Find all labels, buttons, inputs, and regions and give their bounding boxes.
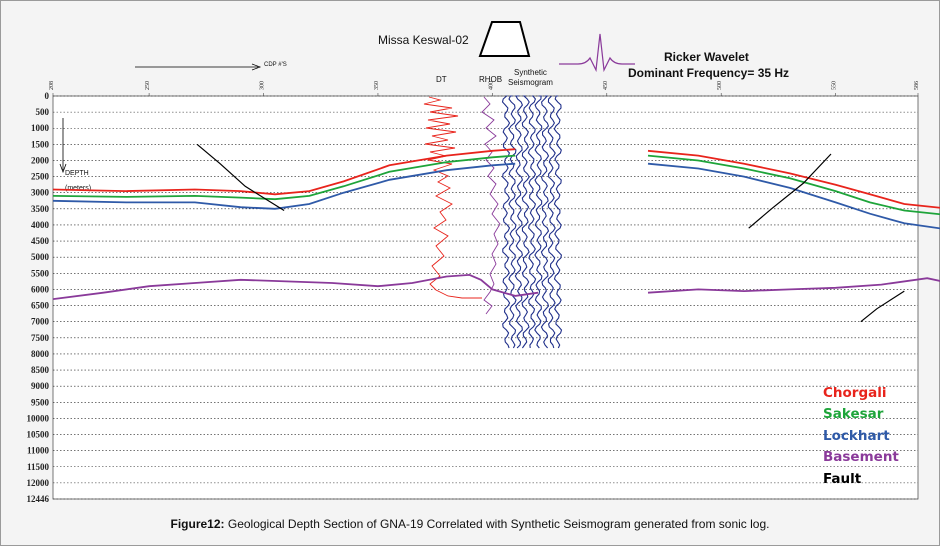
series-line-basement: [647, 277, 940, 294]
synthetic-seismogram: [501, 95, 563, 349]
seismo-trace: [501, 95, 511, 349]
dt-label: DT: [436, 75, 447, 84]
ricker-wavelet-icon: [559, 33, 635, 73]
x-tick-label: 250: [145, 81, 151, 90]
series-line-lockhart: [647, 162, 940, 230]
seismo-trace: [508, 95, 517, 349]
y-tick-label: 12446: [27, 494, 50, 504]
y-tick-label: 6000: [31, 284, 50, 294]
series-line-sakesar: [647, 154, 940, 216]
seismo-trace: [534, 95, 543, 349]
y-tick-label: 0: [45, 91, 50, 101]
well-title: Missa Keswal-02: [378, 33, 469, 47]
cdp-arrow-head-icon: [251, 63, 262, 71]
y-tick-label: 1000: [31, 123, 50, 133]
seismo-trace: [547, 95, 556, 349]
legend-sakesar: Sakesar: [823, 406, 884, 422]
y-tick-label: 5500: [31, 268, 50, 278]
y-tick-label: 3500: [31, 204, 50, 214]
y-tick-label: 9000: [31, 381, 50, 391]
rhob-log-curve: [481, 96, 501, 315]
y-tick-label: 8500: [31, 365, 50, 375]
y-tick-label: 10000: [27, 413, 50, 423]
legend-lockhart: Lockhart: [823, 428, 890, 444]
x-tick-label: 208: [49, 81, 55, 90]
y-tick-label: 5000: [31, 252, 50, 262]
y-tick-label: 2000: [31, 155, 50, 165]
figure-caption: Figure12: Geological Depth Section of GN…: [0, 517, 940, 531]
y-tick-label: 8000: [31, 349, 50, 359]
seismo-trace: [527, 95, 537, 349]
y-tick-label: 2500: [31, 172, 50, 182]
y-tick-label: 11500: [27, 462, 50, 472]
x-tick-label: 586: [914, 81, 920, 90]
seismo-trace: [521, 95, 530, 349]
depth-arrow-head-icon: [59, 163, 67, 174]
synthetic-label: Synthetic: [514, 68, 547, 77]
series-line-sakesar: [52, 154, 516, 201]
x-tick-label: 450: [603, 81, 609, 90]
y-tick-label: 4500: [31, 236, 50, 246]
x-tick-label: 350: [374, 81, 380, 90]
seismogram-label: Seismogram: [508, 78, 553, 87]
y-tick-label: 3000: [31, 188, 50, 198]
depth-units-label: (meters): [65, 185, 91, 192]
y-tick-label: 6500: [31, 301, 50, 311]
x-tick-label: 400: [488, 81, 494, 90]
fault-line: [860, 290, 905, 323]
fault-line: [196, 143, 285, 212]
x-tick-label: 300: [260, 81, 266, 90]
dt-log-curve: [423, 96, 482, 299]
y-tick-label: 12000: [27, 478, 50, 488]
well-trapezoid-icon: [478, 21, 531, 57]
y-tick-label: 4000: [31, 220, 50, 230]
series-line-lockhart: [52, 162, 516, 210]
series-line-chorgali: [647, 149, 940, 209]
y-tick-label: 7500: [31, 333, 50, 343]
legend-fault: Fault: [823, 471, 862, 487]
y-tick-label: 11000: [27, 446, 50, 456]
fault-line: [748, 153, 832, 229]
legend-chorgali: Chorgali: [823, 385, 887, 401]
seismo-trace: [540, 95, 550, 349]
wavelet-title: Ricker Wavelet: [664, 50, 749, 64]
depth-label: DEPTH: [65, 170, 89, 177]
y-tick-label: 9500: [31, 397, 50, 407]
x-tick-label: 500: [717, 81, 723, 90]
legend-basement: Basement: [823, 449, 899, 465]
x-tick-label: 550: [832, 81, 838, 90]
y-tick-label: 7000: [31, 317, 50, 327]
y-tick-label: 1500: [31, 139, 50, 149]
y-tick-label: 500: [36, 107, 50, 117]
series-line-basement: [52, 273, 539, 300]
seismo-trace: [553, 95, 563, 349]
cdp-label: CDP #'S: [264, 62, 287, 68]
y-tick-label: 10500: [27, 430, 50, 440]
series-line-chorgali: [52, 148, 516, 196]
rhob-label: RHOB: [479, 75, 502, 84]
caption-text: Geological Depth Section of GNA-19 Corre…: [224, 517, 770, 531]
wavelet-frequency: Dominant Frequency= 35 Hz: [628, 66, 789, 80]
seismo-trace: [514, 95, 524, 349]
caption-prefix: Figure12:: [170, 517, 225, 531]
